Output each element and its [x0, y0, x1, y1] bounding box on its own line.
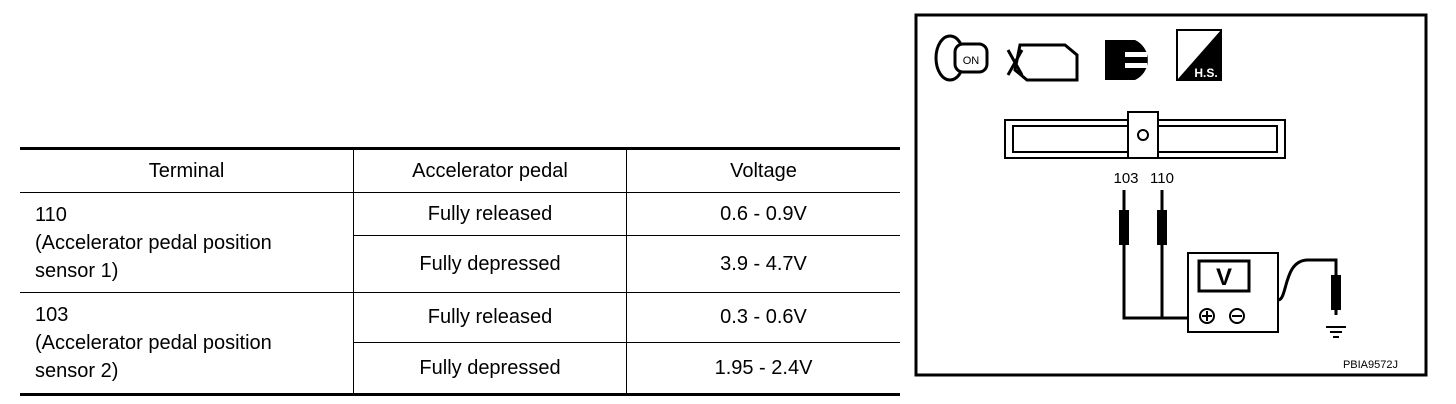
- condition: Fully depressed: [353, 342, 627, 396]
- voltage: 3.9 - 4.7V: [626, 235, 900, 293]
- terminal-description: (Accelerator pedal position sensor 1): [35, 232, 272, 282]
- meter-label: V: [1216, 264, 1232, 291]
- ground: [1326, 326, 1346, 338]
- header: Terminal: [20, 147, 354, 193]
- voltmeter: [1187, 252, 1279, 333]
- condition: Fully depressed: [353, 235, 627, 293]
- ecm-connector: [1004, 111, 1286, 159]
- connector-icon: [1105, 40, 1148, 80]
- icon-label: ON: [963, 55, 980, 67]
- condition: Fully released: [353, 292, 627, 343]
- condition: Fully released: [353, 192, 627, 236]
- voltage: 1.95 - 2.4V: [626, 342, 900, 396]
- header: Voltage: [626, 147, 900, 193]
- probe: [1157, 210, 1167, 245]
- figure-code: PBIA9572J: [1343, 359, 1398, 371]
- pin-label: 110: [1150, 170, 1174, 187]
- voltage: 0.6 - 0.9V: [626, 192, 900, 236]
- voltage: 0.3 - 0.6V: [626, 292, 900, 343]
- hs-icon: [1176, 29, 1222, 81]
- icon-label: H.S.: [1194, 66, 1217, 80]
- probe: [1331, 275, 1341, 310]
- key-icon: [934, 34, 989, 82]
- diagram-frame: [914, 13, 1428, 377]
- header: Accelerator pedal: [353, 147, 627, 193]
- probe: [1119, 210, 1129, 245]
- spec-table: Terminal Accelerator pedal Voltage 110 (A…: [20, 147, 900, 396]
- terminal: 110: [35, 204, 67, 226]
- engine-icon: [1006, 43, 1079, 82]
- pin-label: 103: [1113, 170, 1138, 187]
- terminal: 103: [35, 304, 69, 326]
- terminal-description: (Accelerator pedal position sensor 2): [35, 332, 272, 382]
